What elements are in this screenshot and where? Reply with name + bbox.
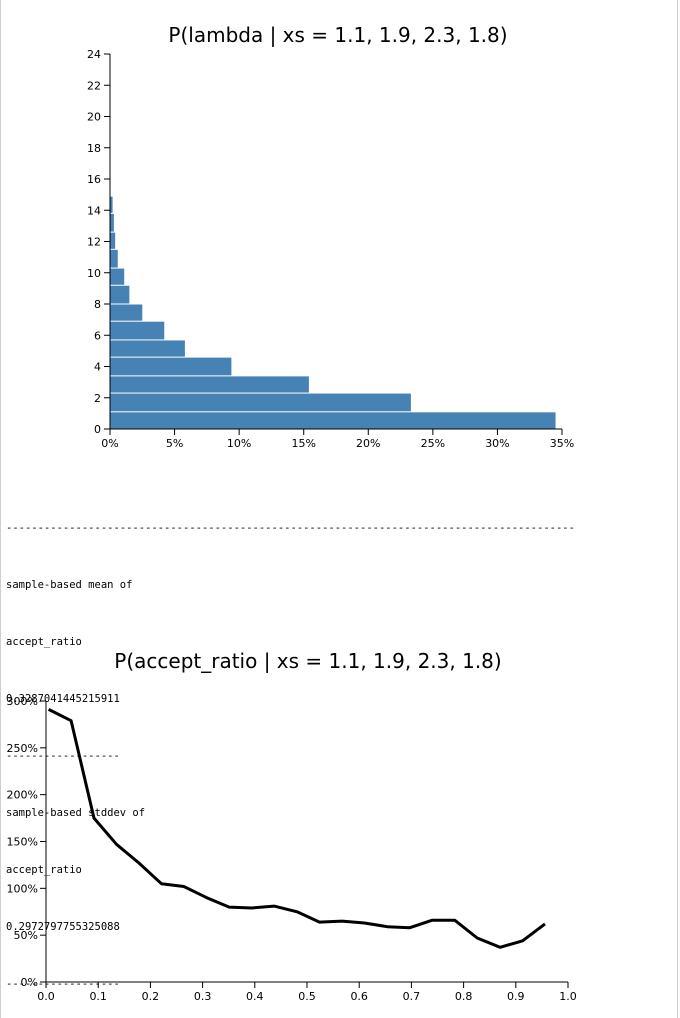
y-tick-label: 0% [21,976,38,989]
y-tick-label: 20 [87,111,101,124]
accept-ratio-line-chart: P(accept_ratio | xs = 1.1, 1.9, 2.3, 1.8… [7,649,577,1003]
x-tick-label: 0.3 [194,990,212,1003]
x-tick-label: 0.4 [246,990,264,1003]
separator-line: ------------------ [6,978,120,990]
y-tick-label: 22 [87,79,101,92]
histogram-bar [110,232,116,249]
separator-line-long: ----------------------------------------… [6,522,575,534]
x-tick-label: 0.6 [350,990,368,1003]
histogram-bar [110,268,125,285]
x-tick-label: 30% [485,437,509,450]
histogram-bars [110,196,556,429]
x-tick-label: 15% [291,437,315,450]
y-tick-label: 4 [94,361,101,374]
y-tick-label: 150% [7,836,38,849]
histogram-bar [110,196,113,213]
x-tick-label: 25% [421,437,445,450]
histogram-bar [110,393,411,412]
x-tick-label: 0.0 [37,990,55,1003]
mean-value: 0.3287041445215911 [6,693,120,705]
x-tick-label: 20% [356,437,380,450]
histogram-bar [110,340,185,357]
y-tick-label: 50% [14,929,38,942]
x-tick-label: 5% [166,437,183,450]
x-tick-label: 0.5 [298,990,316,1003]
y-tick-label: 250% [7,742,38,755]
mean-variable-name: accept_ratio [6,636,82,648]
line-chart-axes: 0% 50% 100% 150% 200% 250% 300% 0.0 0.1 0.2 0.3 0.4… [7,695,577,1003]
histogram-bar [110,321,165,340]
y-tick-label: 8 [94,298,101,311]
histogram-bar [110,376,309,393]
x-tick-label: 35% [550,437,574,450]
stddev-label: sample-based stddev of [6,807,146,819]
y-tick-label: 200% [7,789,38,802]
x-tick-label: 0.2 [142,990,160,1003]
y-tick-label: 12 [87,236,101,249]
y-tick-label: 14 [87,204,101,217]
x-tick-label: 10% [227,437,251,450]
y-tick-label: 100% [7,882,38,895]
y-tick-label: 16 [87,173,101,186]
histogram-bar [110,249,118,268]
stddev-variable-name: accept_ratio [6,864,82,876]
lambda-histogram-chart: P(lambda | xs = 1.1, 1.9, 2.3, 1.8) 0246… [87,23,574,450]
histogram-bar [110,357,232,376]
x-tick-label: 0.1 [89,990,107,1003]
y-tick-label: 24 [87,48,101,61]
accept-ratio-series-line [47,708,546,949]
mean-label: sample-based mean of [6,579,133,591]
lambda-chart-title: P(lambda | xs = 1.1, 1.9, 2.3, 1.8) [168,23,507,47]
accept-ratio-chart-title: P(accept_ratio | xs = 1.1, 1.9, 2.3, 1.8… [114,649,501,673]
histogram-bar [110,213,114,232]
y-tick-label: 18 [87,142,101,155]
y-tick-label: 2 [94,392,101,405]
y-tick-label: 10 [87,267,101,280]
histogram-bar [110,285,130,304]
separator-line: ------------------ [6,750,120,762]
stddev-value: 0.2972797755325088 [6,921,120,933]
y-tick-label: 0 [94,423,101,436]
x-tick-label: 0% [101,437,118,450]
x-tick-label: 0.7 [403,990,421,1003]
x-tick-label: 1.0 [559,990,577,1003]
x-tick-label: 0.8 [455,990,473,1003]
x-tick-label: 0.9 [507,990,525,1003]
histogram-bar [110,304,143,321]
y-tick-label: 6 [94,329,101,342]
y-tick-label: 300% [7,695,38,708]
histogram-bar [110,412,556,429]
sample-stats-output: ----------------------------------------… [6,481,575,1013]
